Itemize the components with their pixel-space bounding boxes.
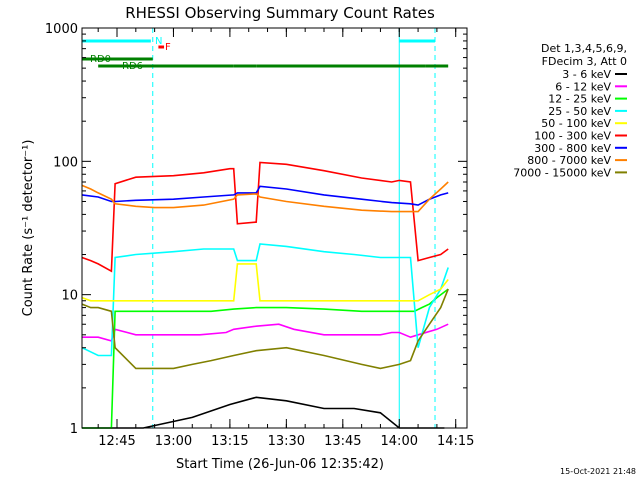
legend-header-line-1: Det 1,3,4,5,6,9, [541, 42, 627, 55]
plot-frame [81, 27, 468, 429]
legend: Det 1,3,4,5,6,9, FDecim 3, Att 0 3 - 6 k… [513, 42, 627, 179]
legend-label-8: 7000 - 15000 keV [513, 166, 611, 179]
footer-timestamp: 15-Oct-2021 21:48 [560, 467, 636, 476]
legend-label-1: 6 - 12 keV [555, 80, 611, 93]
legend-label-5: 100 - 300 keV [534, 130, 611, 143]
legend-label-3: 25 - 50 keV [548, 105, 611, 118]
chart-title: RHESSI Observing Summary Count Rates [125, 4, 435, 22]
flag-bars: NF RD0 RD6 [82, 36, 449, 72]
flag-label-rd0: RD0 [90, 54, 111, 65]
series-lines [81, 161, 449, 429]
x-tick-label: 12:45 [98, 434, 135, 449]
y-tick-label: 10 [61, 289, 78, 304]
x-axis-ticks: 12:45 13:00 13:15 13:30 13:45 14:00 14:15 [97, 28, 474, 449]
series-line-8 [81, 288, 449, 370]
series-line-2 [82, 288, 449, 429]
x-tick-label: 13:00 [155, 434, 192, 449]
series-line-7 [81, 181, 449, 213]
x-tick-label: 13:30 [268, 434, 305, 449]
legend-label-7: 800 - 7000 keV [527, 154, 611, 167]
x-tick-label: 14:00 [381, 434, 418, 449]
x-axis-label: Start Time (26-Jun-06 12:35:42) [176, 457, 384, 472]
flag-label-rd6: RD6 [122, 61, 143, 72]
legend-label-2: 12 - 25 keV [548, 93, 611, 106]
legend-header-line-2: FDecim 3, Att 0 [542, 55, 627, 68]
series-line-4 [81, 263, 449, 302]
series-line-5 [81, 161, 449, 273]
y-tick-label: 100 [53, 155, 78, 170]
x-tick-label: 13:15 [211, 434, 248, 449]
legend-label-0: 3 - 6 keV [562, 68, 611, 81]
y-tick-label: 1000 [45, 22, 78, 37]
series-line-6 [81, 185, 449, 206]
series-line-1 [82, 323, 449, 342]
y-axis-label: Count Rate (s⁻¹ detector⁻¹) [21, 140, 36, 317]
legend-label-4: 50 - 100 keV [541, 117, 611, 130]
x-tick-label: 14:15 [437, 434, 474, 449]
y-axis-ticks: 1 10 100 1000 [45, 22, 467, 437]
x-tick-label: 13:45 [324, 434, 361, 449]
series-line-3 [81, 243, 449, 357]
flag-label-n: N [155, 36, 162, 47]
flag-label-f: F [165, 42, 171, 53]
y-tick-label: 1 [70, 422, 78, 437]
legend-label-6: 300 - 800 keV [534, 142, 611, 155]
